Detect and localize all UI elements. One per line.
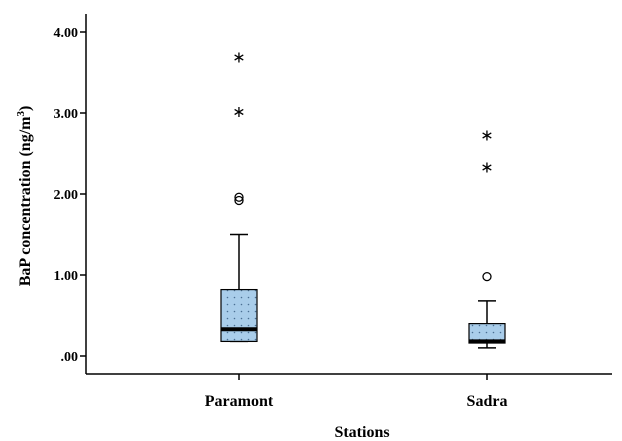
extreme-point: ∗ [480, 125, 493, 144]
iqr-box [220, 288, 258, 343]
y-axis-title-main: BaP concentration (ng/m [17, 116, 34, 286]
extreme-point: ∗ [480, 158, 493, 177]
outlier-point [234, 195, 244, 206]
y-tick-label: 2.00 [54, 188, 79, 203]
extreme-point: ∗ [232, 102, 245, 121]
box-paramont: ∗∗ [220, 47, 258, 343]
x-axis-title: Stations [334, 424, 389, 441]
boxes-group: ∗∗∗∗ [220, 47, 506, 349]
y-tick-label: .00 [61, 350, 79, 365]
x-axis-ticks: Paramont Sadra [205, 374, 508, 410]
y-axis-title-superscript: 3 [15, 111, 27, 117]
y-tick-label: 1.00 [54, 269, 79, 284]
extreme-point: ∗ [232, 47, 245, 66]
outlier-point [482, 271, 492, 282]
y-axis-title-end: ) [17, 106, 34, 111]
y-axis-title: BaP concentration (ng/m3) [15, 106, 34, 287]
x-tick-label: Paramont [205, 393, 274, 410]
y-tick-label: 4.00 [54, 26, 79, 41]
x-tick-label: Sadra [467, 393, 508, 410]
outlier-point [234, 192, 244, 202]
box-sadra: ∗∗ [468, 125, 506, 349]
y-tick-label: 3.00 [54, 107, 79, 122]
y-axis-ticks: .00 1.00 2.00 3.00 4.00 [54, 26, 86, 365]
